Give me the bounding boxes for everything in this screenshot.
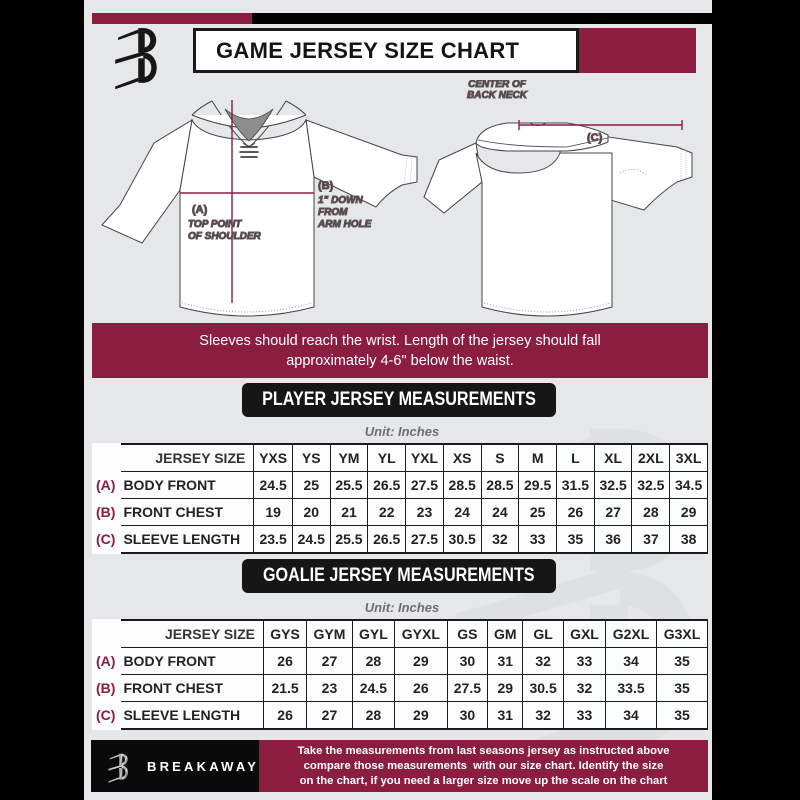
- svg-text:(A): (A): [192, 204, 208, 216]
- svg-text:(C): (C): [587, 132, 603, 144]
- svg-text:TOP POINT: TOP POINT: [188, 219, 242, 230]
- svg-text:1" DOWN: 1" DOWN: [318, 195, 364, 206]
- svg-text:BACK NECK: BACK NECK: [467, 90, 528, 101]
- svg-text:FROM: FROM: [318, 207, 348, 218]
- svg-text:OF SHOULDER: OF SHOULDER: [188, 231, 262, 242]
- svg-text:ARM HOLE: ARM HOLE: [317, 219, 372, 230]
- svg-text:CENTER OF: CENTER OF: [468, 80, 527, 90]
- svg-text:(B): (B): [318, 180, 334, 192]
